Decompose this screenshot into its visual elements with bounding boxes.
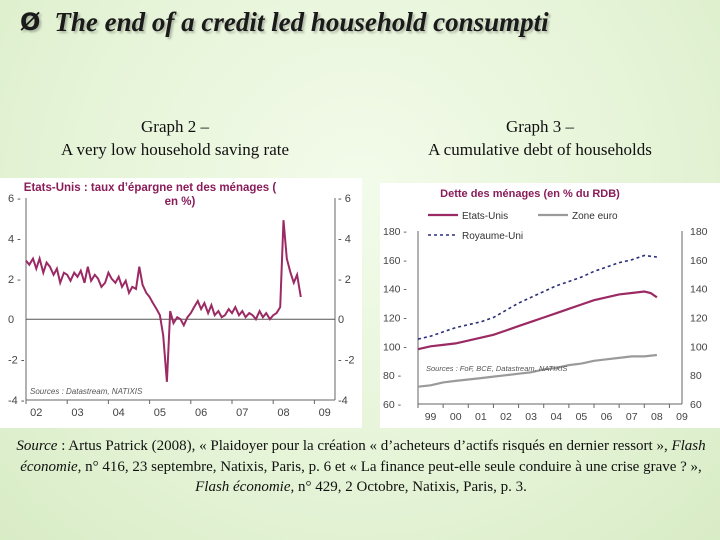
- chart2-xtick-label: 03: [71, 407, 83, 419]
- saving-rate-chart: Etats-Unis : taux d’épargne net des ména…: [0, 178, 362, 428]
- chart2-xtick-label: 05: [154, 407, 166, 419]
- chart3-title: Dette des ménages (en % du RDB): [440, 188, 620, 200]
- chart3-xtick-label: 02: [500, 411, 512, 423]
- source-text-3: , n° 429, 2 Octobre, Natixis, Paris, p. …: [290, 479, 527, 495]
- chart3-xtick-label: 05: [576, 411, 588, 423]
- chart2-ytick-left: 6 -: [8, 193, 21, 205]
- graph2-caption-line1: Graph 2 –: [141, 117, 209, 136]
- chart3-ytick-left: 100 -: [383, 341, 407, 353]
- chart3-ytick-left: 80 -: [383, 370, 402, 382]
- household-debt-chart-svg: Dette des ménages (en % du RDB) 60 - 60 80 …: [383, 188, 708, 423]
- chart2-xtick-label: 04: [113, 407, 125, 419]
- source-text-2: , n° 416, 23 septembre, Natixis, Paris, …: [77, 458, 702, 475]
- chart2-ytick-right: - 6: [338, 193, 351, 205]
- chart3-series-line-0: [417, 290, 658, 351]
- chart3-legend-label: Etats-Unis: [462, 211, 508, 222]
- chart2-ytick-left: -2 -: [8, 355, 25, 367]
- graph3-caption-line1: Graph 3 –: [506, 117, 574, 136]
- chart3-ytick-left: 160 -: [383, 255, 407, 267]
- chart3-xtick-label: 99: [425, 411, 437, 423]
- chart2-ytick-right: - 4: [338, 233, 351, 245]
- chart2-ytick-left: 2 -: [8, 274, 21, 286]
- chart3-ytick-right: 140: [690, 284, 708, 296]
- chart3-ytick-right: 180: [690, 226, 708, 238]
- chart2-xtick-label: 02: [30, 407, 42, 419]
- chart2-title-unit: en %): [165, 196, 196, 208]
- slide-title-text: The end of a credit led household consum…: [54, 6, 549, 37]
- source-text-1: : Artus Patrick (2008), « Plaidoyer pour…: [57, 438, 672, 454]
- chart3-xtick-label: 07: [626, 411, 638, 423]
- chart3-ytick-right: 160: [690, 255, 708, 267]
- source-note: Source : Artus Patrick (2008), « Plaidoy…: [14, 436, 708, 498]
- chart2-title: Etats-Unis : taux d’épargne net des ména…: [24, 182, 277, 194]
- chart3-xtick-label: 01: [475, 411, 487, 423]
- graph2-caption: Graph 2 – A very low household saving ra…: [10, 115, 340, 161]
- graph3-caption: Graph 3 – A cumulative debt of household…: [375, 115, 705, 161]
- graph2-caption-line2: A very low household saving rate: [60, 140, 290, 159]
- chart2-source: Sources : Datastream, NATIXIS: [30, 387, 143, 396]
- chart2-ytick-right: -4: [338, 395, 348, 407]
- chart2-ytick-left: 0: [8, 314, 14, 326]
- chart3-ytick-left: 120 -: [383, 313, 407, 325]
- chart2-ytick-right: - -2: [338, 355, 355, 367]
- chart3-series-line-1: [417, 353, 658, 388]
- saving-rate-chart-svg: Etats-Unis : taux d’épargne net des ména…: [8, 182, 355, 419]
- chart3-xtick-label: 06: [601, 411, 613, 423]
- bullet-arrow-icon: Ø: [20, 8, 41, 36]
- household-debt-chart: Dette des ménages (en % du RDB) 60 - 60 80 …: [380, 183, 720, 428]
- chart2-ytick-left: -4 -: [8, 395, 25, 407]
- chart3-series-line-2: [417, 254, 657, 340]
- chart2-series-line: [25, 220, 302, 382]
- chart2-ytick-left: 4 -: [8, 233, 21, 245]
- chart3-ytick-left: 140 -: [383, 284, 407, 296]
- graph3-caption-line2: A cumulative debt of households: [428, 140, 652, 159]
- chart2-ytick-right: 0: [338, 314, 344, 326]
- chart3-xtick-label: 04: [550, 411, 562, 423]
- chart3-source: Sources : FoF, BCE, Datastream, NATIXIS: [426, 364, 567, 373]
- chart3-ytick-right: 120: [690, 313, 708, 325]
- chart2-xtick-label: 09: [319, 407, 331, 419]
- chart2-ytick-right: - 2: [338, 274, 351, 286]
- chart3-ytick-right: 60: [690, 399, 702, 411]
- chart3-ytick-left: 180 -: [383, 226, 407, 238]
- chart2-xtick-label: 06: [195, 407, 207, 419]
- chart3-xtick-label: 03: [525, 411, 537, 423]
- chart3-xtick-label: 09: [676, 411, 688, 423]
- chart3-ytick-right: 100: [690, 341, 708, 353]
- chart3-xtick-label: 00: [450, 411, 462, 423]
- chart3-xtick-label: 08: [651, 411, 663, 423]
- chart3-ytick-right: 80: [690, 370, 702, 382]
- source-journal-2: Flash économie: [195, 479, 291, 495]
- chart3-legend-label: Zone euro: [572, 211, 618, 222]
- chart3-ytick-left: 60 -: [383, 399, 402, 411]
- source-label: Source: [16, 438, 58, 454]
- chart2-xtick-label: 07: [236, 407, 248, 419]
- chart2-xtick-label: 08: [277, 407, 289, 419]
- chart3-legend-label: Royaume-Uni: [462, 231, 523, 242]
- source-journal-1: Flash économie: [20, 438, 706, 475]
- slide-title: Ø The end of a credit led household cons…: [20, 2, 720, 42]
